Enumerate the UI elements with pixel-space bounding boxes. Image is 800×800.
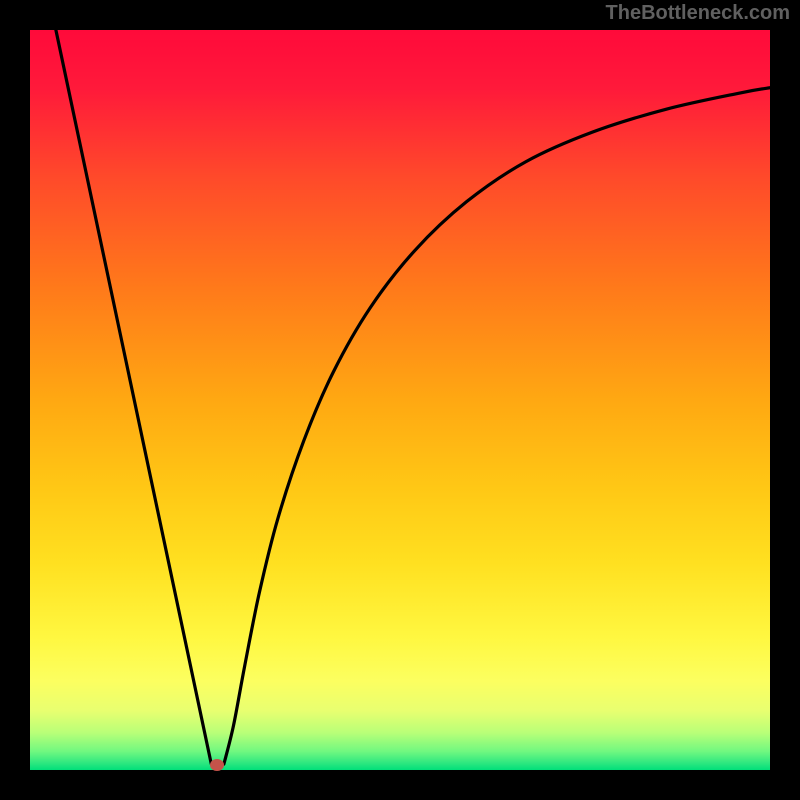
bottleneck-curve: [30, 30, 770, 770]
curve-right-branch: [224, 88, 770, 764]
watermark-text: TheBottleneck.com: [606, 2, 790, 25]
minimum-marker: [210, 759, 224, 771]
curve-left-branch: [56, 30, 211, 764]
chart-area: [30, 30, 770, 770]
